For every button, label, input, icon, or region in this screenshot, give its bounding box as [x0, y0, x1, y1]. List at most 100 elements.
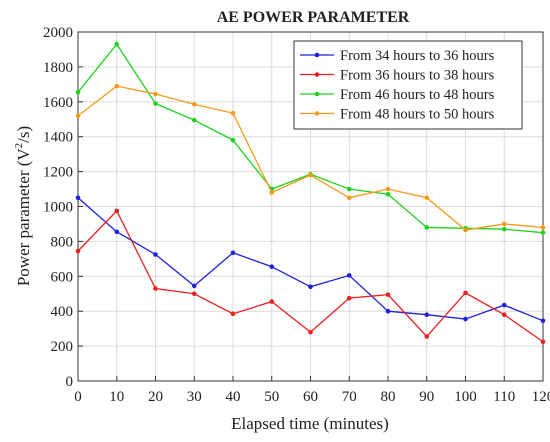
data-point: [346, 186, 352, 192]
series-group: [75, 41, 546, 345]
data-point: [153, 101, 158, 106]
data-point: [114, 83, 120, 89]
y-tick-label: 1400: [43, 130, 73, 146]
data-point: [75, 195, 81, 201]
data-point: [230, 250, 236, 256]
series-2: [75, 208, 546, 345]
chart-title: AE POWER PARAMETER: [217, 9, 410, 26]
data-point: [424, 225, 430, 230]
data-point: [191, 102, 197, 107]
x-tick-label: 100: [454, 389, 477, 405]
x-axis-ticks: 0 10 20 30 40 50 60 70 80 90 100 110 120: [74, 376, 550, 405]
data-point: [501, 312, 507, 317]
data-point: [385, 191, 391, 197]
data-point: [230, 137, 236, 143]
data-point: [501, 226, 507, 232]
legend-label: From 34 hours to 36 hours: [340, 48, 495, 64]
x-tick-label: 40: [226, 389, 241, 405]
data-point: [385, 186, 391, 192]
data-point: [114, 208, 120, 214]
x-tick-label: 10: [109, 389, 124, 405]
data-point: [501, 221, 507, 227]
data-point: [424, 195, 430, 201]
y-tick-label: 0: [66, 374, 74, 390]
data-point: [191, 291, 197, 297]
data-point: [230, 311, 236, 317]
legend-box: [293, 40, 523, 130]
y-axis-label: Power parameter (V2/s): [13, 126, 33, 286]
series-1: [75, 195, 546, 324]
legend: From 34 hours to 36 hours From 36 hours t…: [293, 40, 523, 130]
x-tick-label: 60: [303, 389, 318, 405]
data-point: [463, 227, 468, 233]
legend-item: From 48 hours to 50 hours: [300, 107, 495, 123]
legend-item: From 34 hours to 36 hours: [300, 48, 495, 64]
data-point: [114, 229, 120, 235]
x-tick-label: 50: [264, 389, 279, 405]
y-tick-label: 200: [51, 339, 74, 355]
x-tick-label: 120: [532, 389, 550, 405]
x-tick-label: 90: [419, 389, 434, 405]
y-tick-label: 1600: [43, 95, 73, 111]
data-point: [501, 302, 507, 308]
data-point: [385, 292, 391, 297]
data-point: [308, 172, 313, 178]
y-axis-ticks: 0 200 400 600 800 1000 1200 1400 1600 1800 2000: [43, 25, 83, 390]
data-point: [269, 190, 275, 195]
y-tick-label: 2000: [43, 25, 73, 41]
data-point: [346, 195, 352, 201]
legend-swatch-marker: [314, 52, 320, 58]
data-point: [540, 225, 546, 230]
legend-swatch-marker: [314, 72, 320, 77]
legend-label: From 48 hours to 50 hours: [340, 107, 495, 123]
x-axis-label: Elapsed time (minutes): [231, 414, 389, 433]
data-point: [424, 312, 430, 317]
data-point: [153, 252, 158, 257]
y-tick-label: 400: [51, 304, 74, 320]
data-point: [269, 299, 275, 304]
data-point: [75, 113, 81, 119]
y-axis-label-superscript: 2: [13, 143, 25, 149]
legend-label: From 36 hours to 38 hours: [340, 68, 495, 84]
legend-label: From 46 hours to 48 hours: [340, 87, 495, 103]
data-point: [191, 283, 197, 289]
y-tick-label: 1200: [43, 165, 73, 181]
y-tick-label: 1000: [43, 200, 73, 216]
x-tick-label: 0: [74, 389, 82, 405]
legend-item: From 46 hours to 48 hours: [300, 87, 495, 103]
y-tick-label: 800: [51, 234, 74, 250]
data-point: [463, 290, 468, 296]
data-point: [540, 318, 546, 324]
x-tick-label: 110: [493, 389, 515, 405]
x-tick-label: 30: [187, 389, 202, 405]
data-point: [424, 334, 430, 339]
x-tick-label: 80: [381, 389, 396, 405]
data-point: [463, 316, 468, 322]
data-point: [540, 230, 546, 235]
data-point: [230, 110, 236, 116]
legend-item: From 36 hours to 38 hours: [300, 68, 495, 84]
y-tick-label: 600: [51, 269, 74, 285]
legend-swatch-marker: [314, 91, 320, 97]
data-point: [346, 295, 352, 301]
y-axis-label-prefix: Power parameter (V: [14, 148, 33, 287]
data-point: [75, 89, 81, 95]
data-point: [540, 339, 546, 345]
data-point: [153, 286, 158, 291]
data-point: [153, 91, 158, 97]
data-point: [346, 273, 352, 278]
x-tick-label: 70: [342, 389, 357, 405]
data-point: [385, 308, 391, 314]
data-point: [269, 264, 275, 270]
y-tick-label: 1800: [43, 60, 73, 76]
series-4: [75, 83, 546, 233]
data-point: [308, 329, 313, 335]
data-point: [114, 41, 120, 47]
legend-swatch-marker: [314, 111, 320, 116]
data-point: [191, 117, 197, 123]
data-point: [308, 284, 313, 290]
y-axis-label-suffix: /s): [14, 126, 33, 143]
data-point: [75, 248, 81, 254]
x-tick-label: 20: [148, 389, 163, 405]
